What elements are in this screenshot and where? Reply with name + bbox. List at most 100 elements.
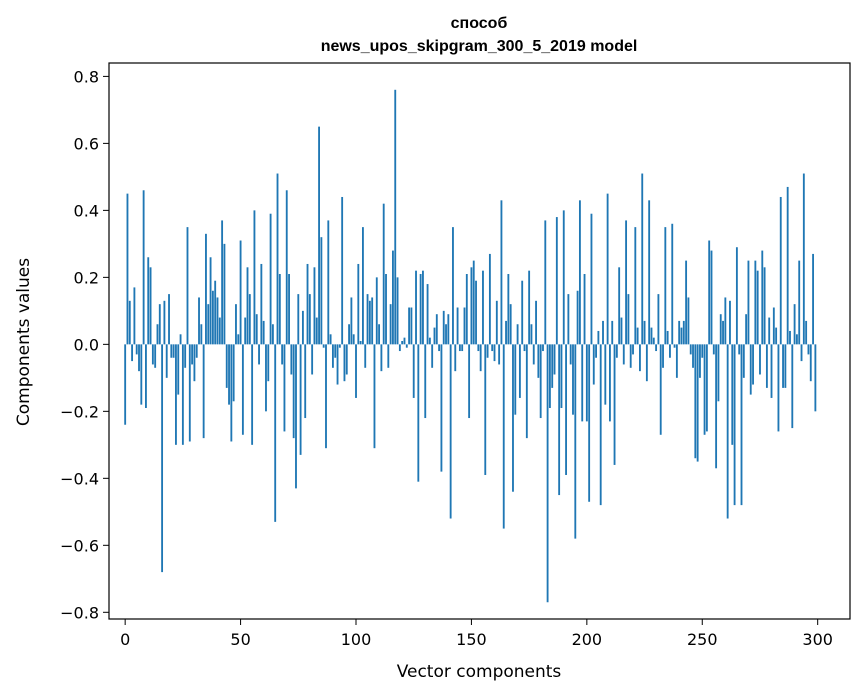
bar-30 <box>193 344 196 382</box>
bar-269 <box>745 314 748 345</box>
bar-69 <box>283 344 286 432</box>
bar-258 <box>719 314 722 345</box>
bar-169 <box>514 344 517 415</box>
bar-132 <box>428 337 431 345</box>
bar-291 <box>795 334 798 345</box>
bar-128 <box>419 274 422 345</box>
bar-18 <box>165 344 168 378</box>
bar-6 <box>138 344 140 372</box>
bar-187 <box>555 217 558 345</box>
bar-174 <box>525 344 528 439</box>
bar-111 <box>380 344 383 372</box>
bar-233 <box>662 344 664 368</box>
bar-250 <box>701 344 704 358</box>
bar-252 <box>705 344 708 432</box>
bar-279 <box>768 317 771 345</box>
bar-246 <box>692 344 694 368</box>
bar-261 <box>726 344 729 519</box>
bar-164 <box>502 344 505 529</box>
bar-183 <box>546 344 549 603</box>
bar-147 <box>463 307 466 345</box>
bar-76 <box>299 344 302 455</box>
bar-210 <box>609 344 611 422</box>
bar-189 <box>560 344 563 408</box>
x-tick-label: 200 <box>572 630 603 649</box>
bar-95 <box>343 344 346 382</box>
bar-70 <box>285 190 288 345</box>
bar-115 <box>389 304 392 345</box>
bar-198 <box>581 344 584 422</box>
bar-150 <box>470 267 473 345</box>
bar-59 <box>260 263 263 345</box>
bar-296 <box>807 344 810 355</box>
bar-222 <box>636 327 639 345</box>
bar-155 <box>482 270 484 345</box>
bar-179 <box>537 344 540 378</box>
bar-36 <box>207 304 210 345</box>
bar-188 <box>558 344 561 496</box>
bar-135 <box>435 314 438 345</box>
bar-195 <box>574 344 577 539</box>
bar-32 <box>198 297 200 345</box>
bar-75 <box>297 294 300 345</box>
bar-99 <box>352 334 355 345</box>
bar-68 <box>281 344 284 365</box>
bar-271 <box>749 344 752 395</box>
bar-41 <box>218 317 221 345</box>
bar-23 <box>177 344 180 395</box>
bar-84 <box>318 126 320 345</box>
bar-13 <box>154 344 157 368</box>
bar-138 <box>442 310 445 345</box>
bar-113 <box>385 274 387 345</box>
bar-60 <box>262 320 265 345</box>
bar-180 <box>539 344 542 419</box>
bar-31 <box>195 344 198 358</box>
bar-19 <box>168 294 170 345</box>
bar-94 <box>341 196 344 345</box>
bar-242 <box>682 320 685 345</box>
bar-112 <box>382 203 385 345</box>
bar-97 <box>348 324 350 345</box>
bar-74 <box>295 344 297 489</box>
bar-156 <box>484 344 487 475</box>
bar-25 <box>181 344 184 445</box>
bar-211 <box>611 320 614 345</box>
x-tick-label: 250 <box>687 630 718 649</box>
bar-265 <box>735 247 738 345</box>
bar-289 <box>791 344 794 429</box>
bar-3 <box>131 344 134 362</box>
bar-87 <box>325 344 327 449</box>
bar-125 <box>412 344 415 398</box>
bar-26 <box>184 344 187 368</box>
bar-57 <box>255 314 258 345</box>
bar-146 <box>461 344 464 352</box>
bar-104 <box>364 344 367 368</box>
bar-46 <box>230 344 233 442</box>
bar-203 <box>592 344 595 385</box>
bar-105 <box>366 294 369 345</box>
bar-15 <box>158 304 161 345</box>
bar-206 <box>599 344 602 506</box>
bar-285 <box>782 344 784 388</box>
bar-82 <box>313 267 316 345</box>
bar-119 <box>398 344 401 352</box>
bar-64 <box>271 324 274 345</box>
bar-295 <box>805 320 808 345</box>
bar-96 <box>345 344 348 375</box>
bar-22 <box>175 344 177 445</box>
bar-92 <box>336 344 339 385</box>
bar-51 <box>241 344 244 435</box>
bar-182 <box>544 220 547 345</box>
y-tick-label: −0.8 <box>60 603 99 622</box>
x-tick-label: 100 <box>341 630 372 649</box>
bar-299 <box>814 344 817 412</box>
bar-8 <box>142 190 145 345</box>
bar-54 <box>248 294 251 345</box>
bar-139 <box>445 324 447 345</box>
bar-212 <box>613 344 616 465</box>
bar-5 <box>135 344 138 355</box>
bar-10 <box>147 257 150 345</box>
bar-29 <box>191 344 194 365</box>
bar-154 <box>479 344 482 372</box>
bar-21 <box>172 344 175 358</box>
